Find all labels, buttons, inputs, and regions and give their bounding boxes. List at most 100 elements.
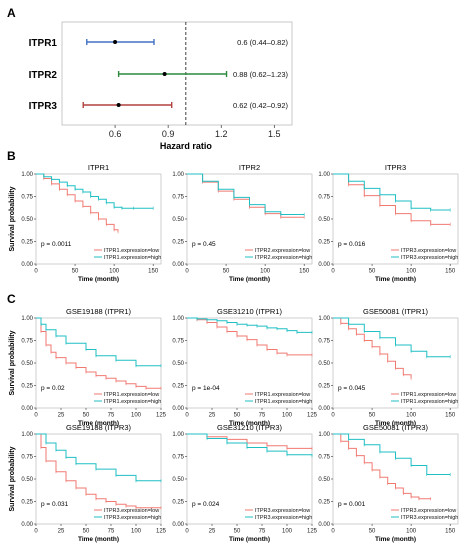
km-curve: [333, 317, 451, 358]
km-y-tick-label: 0.50: [318, 477, 330, 483]
km-panel-title: GSE50081 (ITPR1): [363, 307, 429, 316]
km-panel-title: ITPR3: [385, 163, 406, 172]
km-x-tick-label: 25: [58, 529, 65, 535]
km-x-tick-label: 0: [331, 269, 335, 275]
km-curve: [36, 173, 119, 232]
km-x-tick-label: 150: [445, 529, 456, 535]
km-x-axis-label: Time (month): [375, 420, 416, 427]
km-x-tick-label: 0: [331, 413, 335, 419]
forest-x-tick-label: 1.5: [268, 129, 281, 139]
km-y-tick-label: 0.25: [21, 384, 33, 390]
km-legend-label: ITPR1.expression=high: [104, 255, 161, 261]
km-y-tick-label: 0.75: [172, 195, 184, 201]
km-legend-label: ITPR1.expression=high: [255, 399, 312, 405]
panel-label-b: B: [7, 149, 16, 163]
km-x-tick-label: 100: [406, 413, 417, 419]
km-p-value: p = 0.001: [338, 501, 366, 508]
km-legend-label: ITPR3.expression=low: [104, 508, 159, 514]
km-panel-title: GSE19188 (ITPR1): [66, 307, 132, 316]
km-x-axis-label: Time (month): [78, 536, 119, 543]
km-legend-label: ITPR3.expression=high: [401, 515, 458, 521]
km-y-tick-label: 0.00: [318, 522, 330, 528]
km-y-tick-label: 0.25: [172, 500, 184, 506]
km-y-tick-label: 0.25: [172, 384, 184, 390]
km-curve: [36, 433, 161, 482]
km-y-tick-label: 1.00: [21, 172, 33, 178]
km-panel: GSE19188 (ITPR3) 0.00 0.25 0.50 0.75 1.00 0 25 5…: [9, 423, 167, 543]
km-y-tick-label: 0.75: [21, 195, 33, 201]
km-x-tick-label: 100: [260, 269, 271, 275]
panel-label-a: A: [7, 6, 16, 20]
forest-plot: 0.6 0.9 1.2 1.5 Hazard ratio ITPR1 0.6 (0.44–0…: [29, 21, 293, 151]
forest-row-label: ITPR3: [29, 101, 58, 112]
km-x-tick-label: 50: [223, 269, 230, 275]
km-frame: [186, 173, 313, 265]
km-y-tick-label: 0.25: [172, 240, 184, 246]
km-y-tick-label: 0.00: [21, 262, 33, 268]
km-panel-title: ITPR2: [239, 163, 260, 172]
km-legend-label: ITPR3.expression=high: [401, 255, 458, 261]
km-x-axis-label: Time (month): [229, 420, 270, 427]
forest-row-label: ITPR2: [29, 70, 58, 81]
km-y-tick-label: 1.00: [21, 316, 33, 322]
km-y-tick-label: 0.75: [318, 195, 330, 201]
km-frame: [332, 173, 459, 265]
km-y-tick-label: 0.25: [21, 240, 33, 246]
km-x-tick-label: 150: [445, 269, 456, 275]
km-x-tick-label: 125: [307, 413, 318, 419]
km-x-tick-label: 100: [131, 529, 142, 535]
km-x-axis-label: Time (month): [78, 420, 119, 427]
km-x-axis-label: Time (month): [229, 276, 270, 283]
km-x-tick-label: 50: [369, 413, 376, 419]
km-legend-label: ITPR1.expression=low: [104, 248, 159, 254]
km-panel: GSE50081 (ITPR3) 0.00 0.25 0.50 0.75 1.00 0 50 1…: [318, 423, 459, 543]
km-frame: [35, 317, 162, 409]
km-x-tick-label: 100: [406, 529, 417, 535]
km-y-tick-label: 0.75: [172, 339, 184, 345]
km-y-tick-label: 0.50: [21, 361, 33, 367]
km-legend-label: ITPR3.expression=low: [401, 508, 456, 514]
km-y-tick-label: 0.00: [172, 262, 184, 268]
km-x-tick-label: 50: [83, 529, 90, 535]
km-legend-label: ITPR1.expression=high: [104, 399, 161, 405]
km-y-tick-label: 0.50: [21, 217, 33, 223]
km-x-axis-label: Time (month): [375, 536, 416, 543]
forest-x-tick-label: 1.2: [215, 129, 228, 139]
km-x-tick-label: 150: [445, 413, 456, 419]
km-x-tick-label: 50: [72, 269, 79, 275]
km-x-axis-label: Time (month): [229, 536, 270, 543]
km-y-tick-label: 1.00: [172, 432, 184, 438]
km-panel: GSE31210 (ITPR3) 0.00 0.25 0.50 0.75 1.00 0 25 5…: [172, 423, 317, 543]
km-x-tick-label: 50: [83, 413, 90, 419]
km-y-tick-label: 0.25: [21, 500, 33, 506]
km-x-tick-label: 75: [108, 413, 115, 419]
km-curve: [36, 317, 161, 367]
km-y-tick-label: 0.25: [318, 500, 330, 506]
km-x-axis-label: Time (month): [78, 276, 119, 283]
forest-x-tick-label: 0.6: [109, 129, 122, 139]
km-y-tick-label: 0.00: [172, 406, 184, 412]
km-panel-title: GSE19188 (ITPR3): [66, 423, 132, 432]
km-y-tick-label: 1.00: [172, 172, 184, 178]
km-x-tick-label: 75: [259, 413, 266, 419]
km-legend-label: ITPR1.expression=low: [255, 392, 310, 398]
km-y-tick-label: 0.50: [318, 217, 330, 223]
km-x-tick-label: 0: [185, 413, 189, 419]
km-p-value: p = 0.45: [192, 241, 216, 248]
km-y-tick-label: 1.00: [318, 172, 330, 178]
km-p-value: p = 0.016: [338, 241, 366, 248]
km-x-tick-label: 100: [282, 413, 293, 419]
km-x-tick-label: 75: [108, 529, 115, 535]
forest-x-tick-label: 0.9: [162, 129, 175, 139]
km-panel: ITPR1 0.00 0.25 0.50 0.75 1.00 0 50 100 150 Time (…: [9, 163, 162, 283]
km-y-tick-label: 1.00: [318, 316, 330, 322]
km-frame: [332, 433, 459, 525]
km-x-tick-label: 0: [185, 269, 189, 275]
km-frame: [186, 317, 313, 409]
km-x-tick-label: 50: [234, 413, 241, 419]
km-legend-label: ITPR3.expression=low: [401, 248, 456, 254]
km-legend-label: ITPR1.expression=low: [401, 392, 456, 398]
km-curve: [36, 317, 161, 389]
km-x-tick-label: 125: [307, 529, 318, 535]
km-x-tick-label: 25: [209, 529, 216, 535]
